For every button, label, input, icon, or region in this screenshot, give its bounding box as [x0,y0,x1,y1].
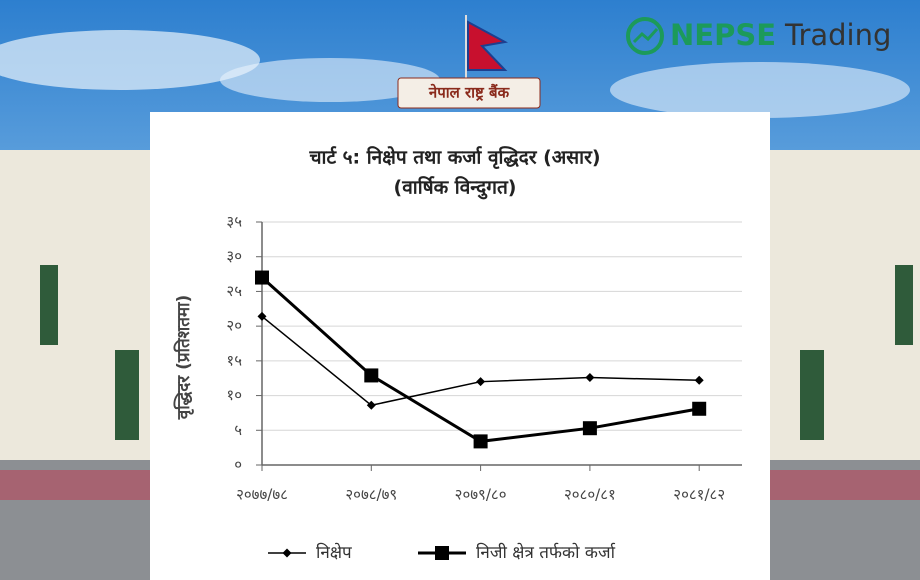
point [257,311,267,321]
y-tick-label: २० [226,317,242,335]
building-right [760,150,920,460]
chart-title: चार्ट ५: निक्षेप तथा कर्जा वृद्धिदर (असा… [308,146,600,170]
chart-panel [150,112,770,580]
y-tick-label: १० [226,386,242,404]
point [582,421,597,436]
point [473,434,488,449]
y-tick-label: ० [234,456,242,474]
x-tick-label: २०८१/८२ [673,486,725,504]
y-tick-label: ३५ [226,213,242,231]
logo-arrow [632,27,659,44]
x-tick-label: २०७८/७९ [345,486,397,504]
cloud [0,30,260,90]
y-tick-label: १५ [226,351,242,369]
logo-icon [626,17,664,55]
legend-label: निक्षेप [316,542,352,563]
y-axis-label: वृद्धिदर (प्रतिशतमा) [173,295,194,420]
point [364,368,379,383]
x-tick-label: २०७९/८० [455,486,507,504]
point [366,400,376,410]
brand-suffix: Trading [784,18,891,52]
flowers [770,470,920,500]
legend-marker [435,546,449,560]
point [476,377,486,387]
x-tick-label: २०८०/८१ [564,486,616,504]
y-tick-label: ३० [226,247,242,265]
brand: NEPSE [670,18,776,52]
point [585,373,595,383]
point [694,375,704,385]
x-tick-label: २०७७/७८ [236,486,288,504]
window [115,350,139,440]
sign-board [397,77,541,109]
chart-subtitle: (वार्षिक विन्दुगत) [394,176,517,200]
legend-label: निजी क्षेत्र तर्फको कर्जा [476,542,616,563]
y-tick-label: २५ [226,282,242,300]
legend-marker [282,548,292,558]
y-tick-label: ५ [234,421,242,439]
point [692,401,707,416]
flag [467,20,509,71]
window [895,265,913,345]
window [40,265,58,345]
window [800,350,824,440]
flowers [0,470,160,500]
cloud [610,62,910,118]
sign-text: नेपाल राष्ट्र बैंक [428,84,511,102]
point [255,270,269,285]
cloud [220,58,440,102]
